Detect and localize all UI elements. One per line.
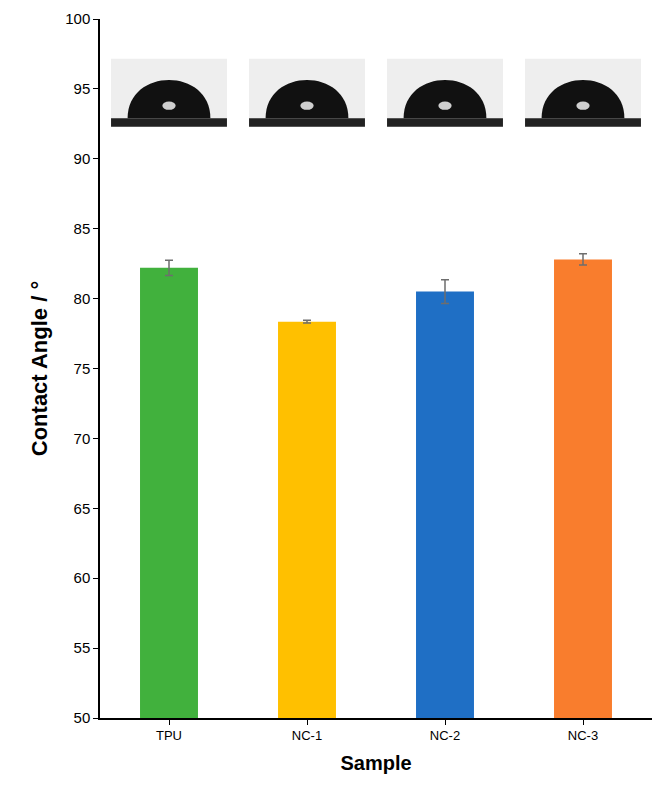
svg-text:100: 100 [65, 10, 90, 27]
svg-text:50: 50 [74, 709, 91, 726]
svg-text:90: 90 [74, 150, 91, 167]
svg-text:Sample: Sample [340, 752, 411, 774]
svg-text:NC-3: NC-3 [568, 728, 598, 743]
svg-text:70: 70 [74, 430, 91, 447]
svg-text:Contact Angle / °: Contact Angle / ° [27, 281, 52, 456]
svg-text:80: 80 [74, 290, 91, 307]
svg-text:TPU: TPU [156, 728, 182, 743]
svg-text:85: 85 [74, 220, 91, 237]
svg-text:75: 75 [74, 360, 91, 377]
svg-text:55: 55 [74, 639, 91, 656]
svg-text:65: 65 [74, 500, 91, 517]
svg-text:NC-1: NC-1 [292, 728, 322, 743]
svg-text:95: 95 [74, 80, 91, 97]
svg-text:NC-2: NC-2 [430, 728, 460, 743]
svg-text:60: 60 [74, 569, 91, 586]
